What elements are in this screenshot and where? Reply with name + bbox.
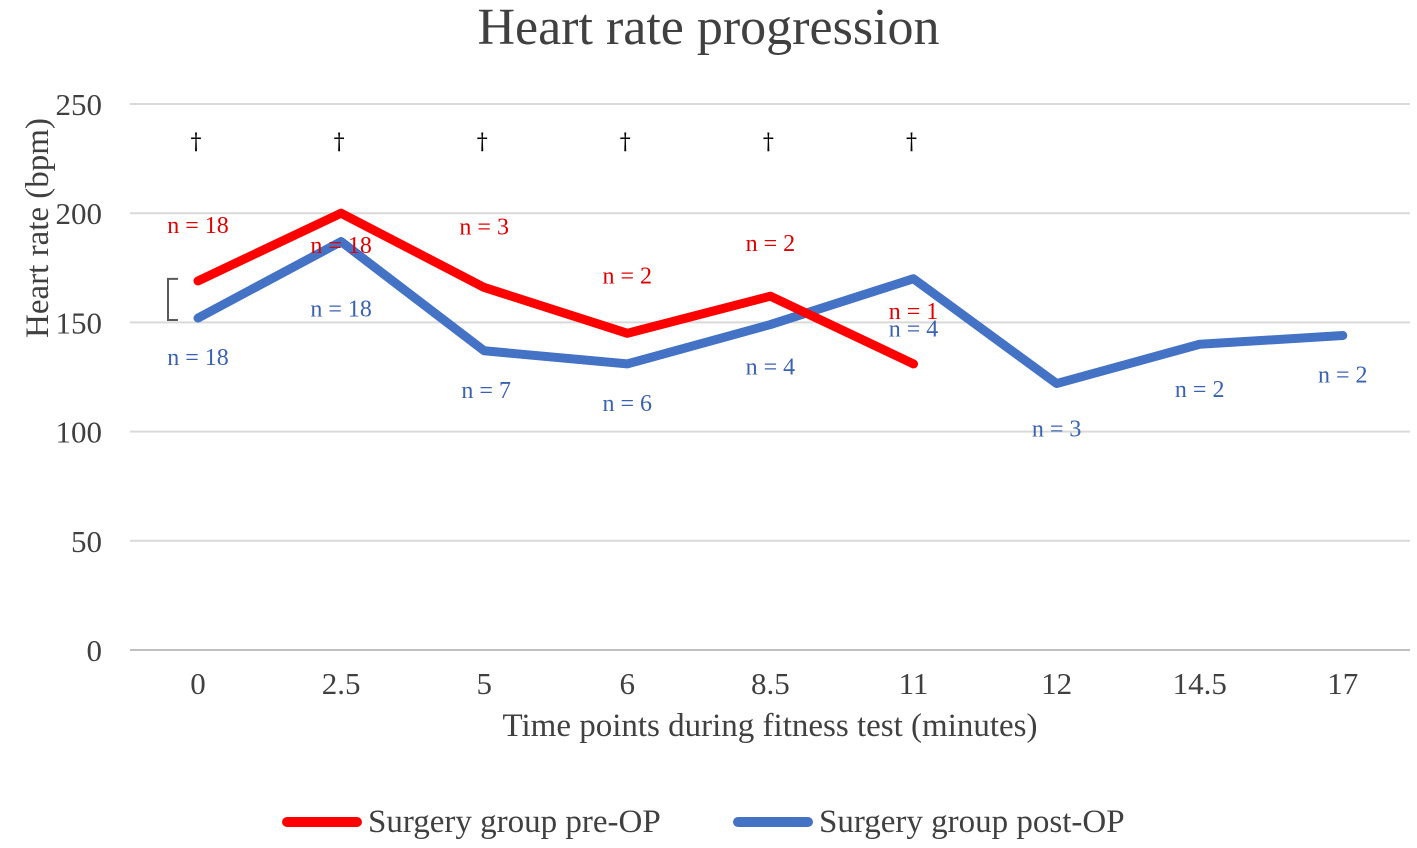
legend-swatch-pre-op <box>282 817 362 827</box>
x-tick-label: 5 <box>476 666 492 701</box>
y-tick-label: 100 <box>56 415 103 450</box>
n-label-pre-op: n = 2 <box>603 263 653 289</box>
significance-dagger: † <box>477 130 488 155</box>
legend-item-pre-op: Surgery group pre-OP <box>282 800 661 844</box>
n-label-pre-op: n = 18 <box>167 213 229 239</box>
x-tick-label: 0 <box>190 666 206 701</box>
n-label-pre-op: n = 3 <box>459 214 509 240</box>
y-axis-label: Heart rate (bpm) <box>20 118 56 338</box>
y-tick-label: 150 <box>56 305 103 340</box>
y-tick-label: 0 <box>87 633 103 668</box>
significance-dagger: † <box>620 130 631 155</box>
n-label-pre-op: n = 1 <box>889 299 939 325</box>
legend: Surgery group pre-OP Surgery group post-… <box>0 800 1417 844</box>
n-label-post-op: n = 2 <box>1175 377 1225 403</box>
n-label-pre-op: n = 18 <box>310 233 372 259</box>
y-axis-ticks: 0 50 100 150 200 250 <box>56 87 103 668</box>
n-label-post-op: n = 4 <box>746 355 796 381</box>
n-label-post-op: n = 7 <box>461 378 511 404</box>
x-tick-label: 6 <box>620 666 636 701</box>
y-tick-label: 50 <box>71 524 102 559</box>
x-axis-ticks: 0 2.5 5 6 8.5 11 12 14.5 17 <box>190 666 1358 701</box>
legend-swatch-post-op <box>733 817 813 827</box>
x-axis-label: Time points during fitness test (minutes… <box>502 708 1038 744</box>
n-label-post-op: n = 18 <box>167 345 229 371</box>
legend-label-pre-op: Surgery group pre-OP <box>368 803 661 840</box>
y-tick-label: 250 <box>56 87 103 122</box>
x-tick-label: 17 <box>1327 666 1358 701</box>
n-label-post-op: n = 3 <box>1032 417 1082 443</box>
annotations: n = 18 n = 18 n = 3 n = 2 n = 2 n = 1 n = 18 n … <box>167 130 1368 443</box>
significance-bracket <box>167 277 178 322</box>
chart-title: Heart rate progression <box>477 0 940 56</box>
significance-dagger: † <box>906 130 917 155</box>
significance-dagger: † <box>763 130 774 155</box>
significance-dagger: † <box>191 130 202 155</box>
series-line-pre-op <box>193 208 918 369</box>
series-lines <box>193 208 1348 389</box>
legend-label-post-op: Surgery group post-OP <box>819 803 1125 840</box>
n-label-post-op: n = 6 <box>603 391 653 417</box>
x-tick-label: 2.5 <box>322 666 361 701</box>
n-label-post-op: n = 2 <box>1318 363 1368 389</box>
n-label-pre-op: n = 2 <box>746 231 796 257</box>
y-tick-label: 200 <box>56 196 103 231</box>
x-tick-label: 14.5 <box>1173 666 1227 701</box>
legend-item-post-op: Surgery group post-OP <box>733 800 1125 844</box>
x-tick-label: 8.5 <box>751 666 790 701</box>
x-tick-label: 12 <box>1041 666 1072 701</box>
series-line-post-op <box>193 237 1348 389</box>
n-label-post-op: n = 4 <box>889 317 939 343</box>
x-tick-label: 11 <box>899 666 929 701</box>
significance-dagger: † <box>334 130 345 155</box>
n-label-post-op: n = 18 <box>310 297 372 323</box>
